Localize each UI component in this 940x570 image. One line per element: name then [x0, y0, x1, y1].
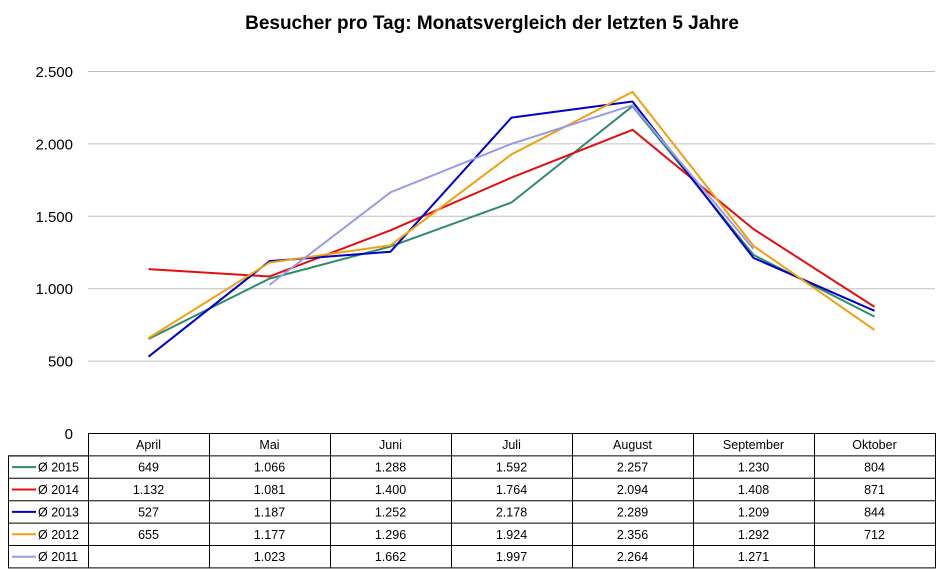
- table-cell: 1.997: [496, 550, 527, 564]
- y-tick-label: 1.500: [35, 209, 73, 226]
- table-cell: 1.292: [738, 528, 769, 542]
- table-cell: 2.094: [617, 483, 648, 497]
- y-tick-label: 500: [48, 354, 73, 371]
- table-cell: 1.023: [254, 550, 285, 564]
- x-category-label: Juni: [379, 438, 402, 452]
- y-tick-label: 2.500: [35, 64, 73, 81]
- table-cell: 649: [138, 461, 159, 475]
- y-tick-label: 0: [65, 426, 73, 443]
- x-category-label: Juli: [502, 438, 521, 452]
- table-cell: 1.177: [254, 528, 285, 542]
- table-cell: 1.662: [375, 550, 406, 564]
- y-tick-label: 1.000: [35, 281, 73, 298]
- table-cell: 1.187: [254, 505, 285, 519]
- series-line: [147, 90, 876, 340]
- table-cell: 1.408: [738, 483, 769, 497]
- x-category-label: Oktober: [852, 438, 896, 452]
- table-cell: 2.257: [617, 461, 648, 475]
- table-cell: 655: [138, 528, 159, 542]
- table-cell: 1.288: [375, 461, 406, 475]
- table-cell: 804: [864, 461, 885, 475]
- x-category-label: September: [723, 438, 784, 452]
- series-line: [147, 100, 875, 358]
- series-line: [148, 105, 875, 340]
- table-cell: 1.081: [254, 483, 285, 497]
- table-cell: 1.271: [738, 550, 769, 564]
- table-cell: 2.289: [617, 505, 648, 519]
- x-category-label: Mai: [259, 438, 279, 452]
- table-cell: 1.400: [375, 483, 406, 497]
- table-cell: 1.230: [738, 461, 769, 475]
- table-cell: 1.764: [496, 483, 527, 497]
- table-cell: 871: [864, 483, 885, 497]
- table-cell: 712: [864, 528, 885, 542]
- table-cell: 1.066: [254, 461, 285, 475]
- legend-label: Ø 2013: [38, 505, 79, 519]
- table-cell: 1.252: [375, 505, 406, 519]
- table-cell: 1.924: [496, 528, 527, 542]
- table-cell: 2.264: [617, 550, 648, 564]
- table-cell: 1.592: [496, 461, 527, 475]
- series-line: [148, 128, 876, 308]
- table-cell: 2.356: [617, 528, 648, 542]
- table-cell: 1.132: [133, 483, 164, 497]
- x-category-label: August: [613, 438, 652, 452]
- series-line: [268, 104, 755, 286]
- legend-label: Ø 2012: [38, 528, 79, 542]
- chart-title: Besucher pro Tag: Monatsvergleich der le…: [245, 13, 739, 34]
- table-cell: 1.209: [738, 505, 769, 519]
- table-cell: 527: [138, 505, 159, 519]
- table-cell: 1.296: [375, 528, 406, 542]
- x-category-label: April: [136, 438, 161, 452]
- legend-label: Ø 2011: [38, 550, 78, 564]
- table-cell: 844: [864, 505, 885, 519]
- table-cell: 2.178: [496, 505, 527, 519]
- legend-label: Ø 2015: [38, 461, 79, 475]
- legend-label: Ø 2014: [38, 483, 79, 497]
- y-tick-label: 2.000: [35, 136, 73, 153]
